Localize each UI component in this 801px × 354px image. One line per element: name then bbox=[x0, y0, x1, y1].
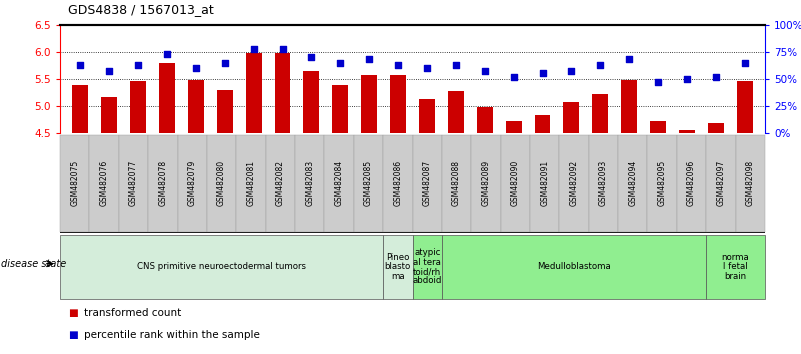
Text: GSM482096: GSM482096 bbox=[687, 160, 696, 206]
Text: atypic
al tera
toid/rh
abdoid: atypic al tera toid/rh abdoid bbox=[413, 249, 442, 285]
Text: GSM482091: GSM482091 bbox=[540, 160, 549, 206]
Text: ■: ■ bbox=[68, 308, 78, 318]
Bar bbox=[159, 63, 175, 133]
Text: GDS4838 / 1567013_at: GDS4838 / 1567013_at bbox=[68, 3, 214, 16]
Bar bbox=[72, 85, 88, 133]
Bar bbox=[419, 99, 435, 133]
Point bbox=[305, 54, 318, 60]
Bar bbox=[622, 80, 637, 133]
Point bbox=[449, 62, 462, 68]
Text: GSM482093: GSM482093 bbox=[599, 160, 608, 206]
Text: Pineo
blasto
ma: Pineo blasto ma bbox=[384, 253, 411, 281]
Bar bbox=[679, 130, 695, 133]
Point bbox=[363, 57, 376, 62]
Text: norma
l fetal
brain: norma l fetal brain bbox=[722, 253, 750, 281]
Bar bbox=[708, 123, 724, 133]
Text: GSM482088: GSM482088 bbox=[452, 160, 461, 206]
Bar bbox=[246, 53, 262, 133]
Text: transformed count: transformed count bbox=[84, 308, 181, 318]
Text: GSM482082: GSM482082 bbox=[276, 160, 285, 206]
Text: GSM482080: GSM482080 bbox=[217, 160, 226, 206]
Text: GSM482090: GSM482090 bbox=[511, 160, 520, 206]
Point bbox=[421, 65, 433, 71]
Point bbox=[334, 60, 347, 65]
Bar bbox=[130, 81, 146, 133]
Bar bbox=[650, 121, 666, 133]
Text: GSM482098: GSM482098 bbox=[746, 160, 755, 206]
Bar bbox=[275, 53, 291, 133]
Text: GSM482094: GSM482094 bbox=[628, 160, 638, 206]
Text: GSM482081: GSM482081 bbox=[247, 160, 256, 206]
Point bbox=[478, 68, 491, 74]
Bar bbox=[593, 94, 608, 133]
Point bbox=[594, 62, 606, 68]
Bar bbox=[477, 107, 493, 133]
Text: percentile rank within the sample: percentile rank within the sample bbox=[84, 330, 260, 339]
Bar bbox=[534, 115, 550, 133]
Point bbox=[276, 46, 289, 51]
Point bbox=[74, 62, 87, 68]
Text: GSM482095: GSM482095 bbox=[658, 160, 666, 206]
Point bbox=[710, 74, 723, 79]
Text: GSM482092: GSM482092 bbox=[570, 160, 578, 206]
Bar bbox=[448, 91, 464, 133]
Text: CNS primitive neuroectodermal tumors: CNS primitive neuroectodermal tumors bbox=[137, 262, 306, 272]
Text: GSM482079: GSM482079 bbox=[187, 160, 197, 206]
Text: GSM482075: GSM482075 bbox=[70, 160, 79, 206]
Point bbox=[219, 60, 231, 65]
Point bbox=[507, 74, 520, 79]
Bar bbox=[390, 75, 406, 133]
Text: disease state: disease state bbox=[1, 259, 66, 269]
Text: GSM482085: GSM482085 bbox=[364, 160, 373, 206]
Bar bbox=[361, 75, 377, 133]
Text: Medulloblastoma: Medulloblastoma bbox=[537, 262, 611, 272]
Text: GSM482078: GSM482078 bbox=[159, 160, 167, 206]
Bar bbox=[737, 81, 753, 133]
Text: GSM482097: GSM482097 bbox=[716, 160, 726, 206]
Point bbox=[131, 62, 144, 68]
Point bbox=[681, 76, 694, 81]
Point bbox=[190, 65, 203, 71]
Text: GSM482087: GSM482087 bbox=[423, 160, 432, 206]
Bar bbox=[332, 85, 348, 133]
Point bbox=[248, 46, 260, 51]
Text: ■: ■ bbox=[68, 330, 78, 339]
Point bbox=[392, 62, 405, 68]
Point bbox=[652, 79, 665, 85]
Bar bbox=[217, 90, 232, 133]
Text: GSM482084: GSM482084 bbox=[335, 160, 344, 206]
Text: GSM482089: GSM482089 bbox=[481, 160, 490, 206]
Bar bbox=[505, 121, 521, 133]
Text: GSM482086: GSM482086 bbox=[393, 160, 402, 206]
Point bbox=[622, 57, 635, 62]
Point bbox=[160, 51, 173, 57]
Text: GSM482077: GSM482077 bbox=[129, 160, 138, 206]
Bar bbox=[304, 71, 320, 133]
Bar bbox=[101, 97, 117, 133]
Bar bbox=[563, 102, 579, 133]
Point bbox=[565, 68, 578, 74]
Bar bbox=[188, 80, 203, 133]
Point bbox=[103, 68, 115, 74]
Point bbox=[536, 70, 549, 76]
Point bbox=[739, 60, 751, 65]
Text: GSM482076: GSM482076 bbox=[99, 160, 109, 206]
Text: GSM482083: GSM482083 bbox=[305, 160, 314, 206]
